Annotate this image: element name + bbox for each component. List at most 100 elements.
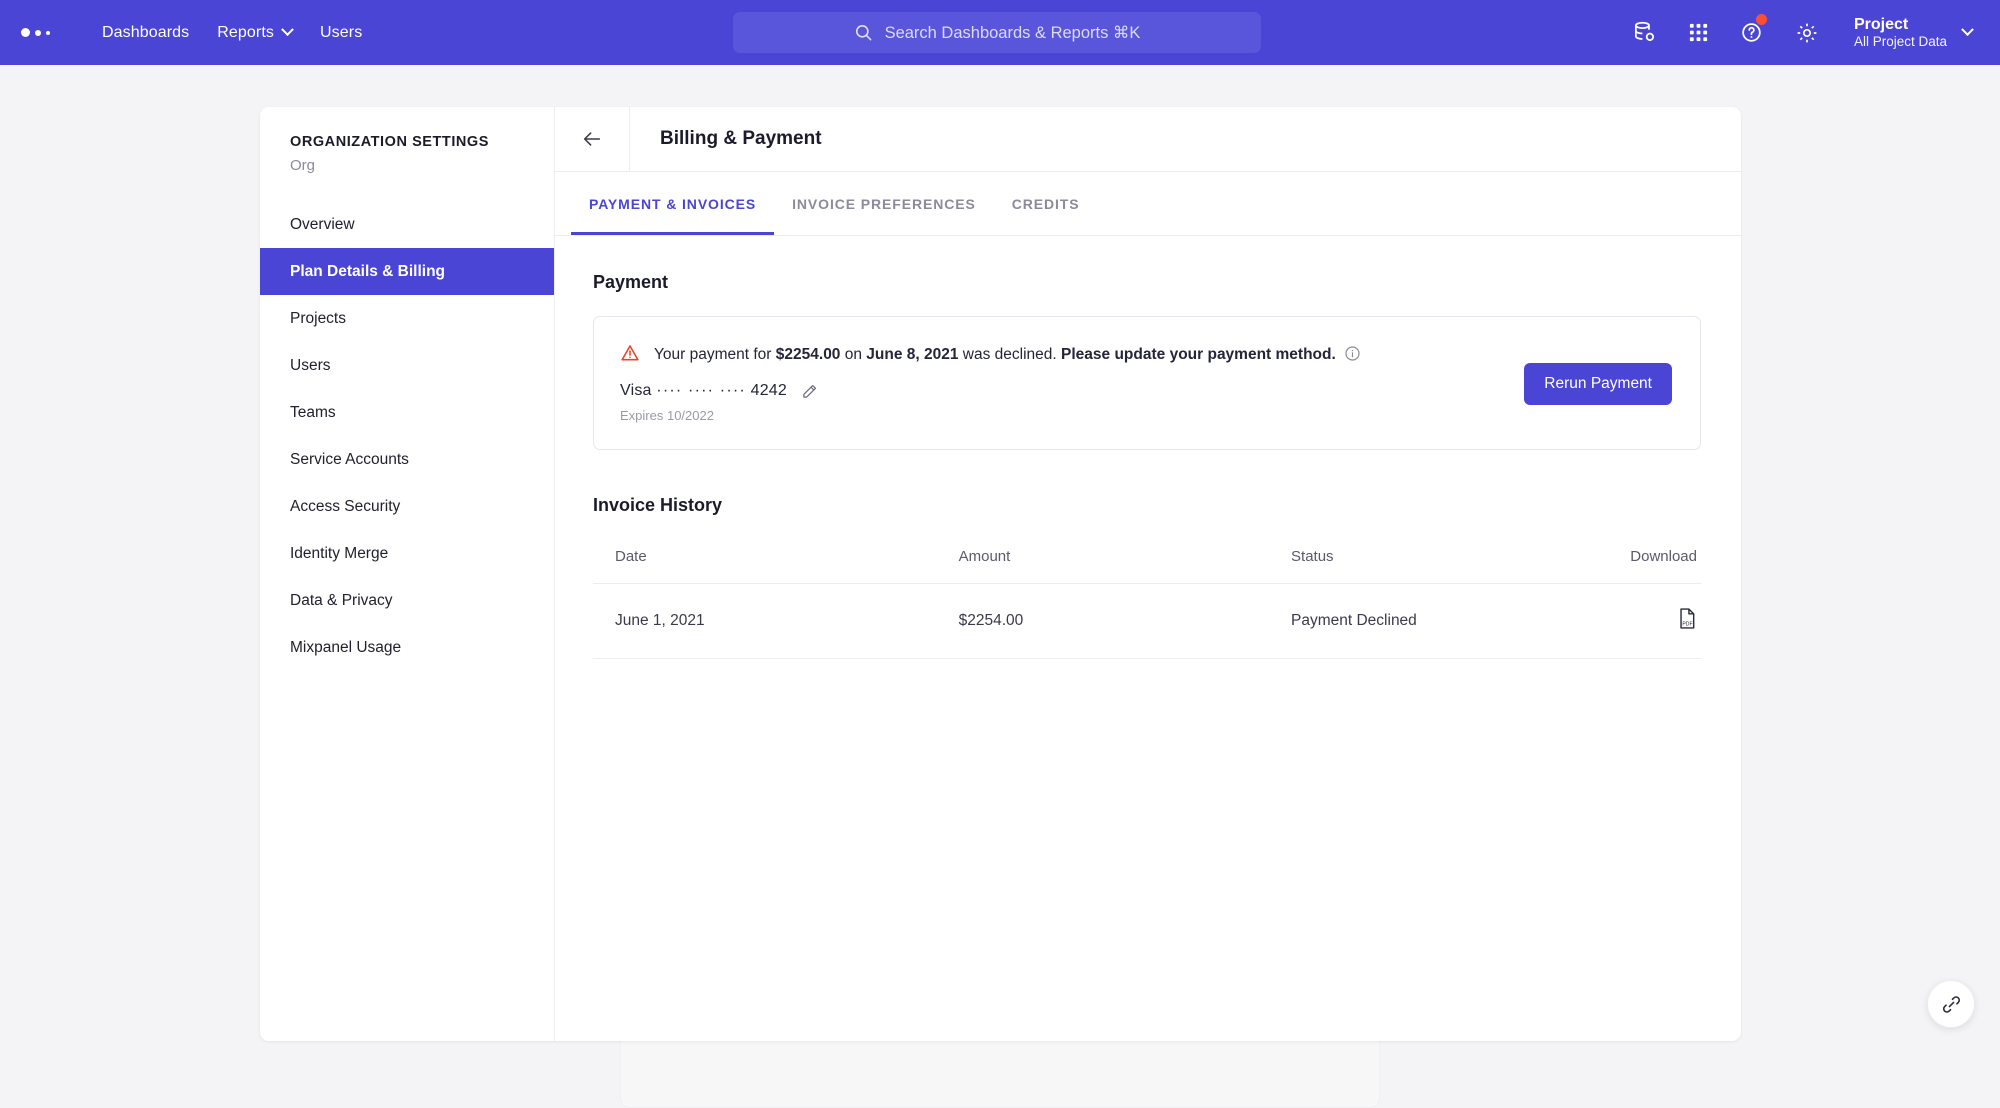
sidebar-item-overview[interactable]: Overview: [260, 201, 554, 248]
sidebar-item-access-security[interactable]: Access Security: [260, 483, 554, 530]
sidebar-item-mixpanel-usage[interactable]: Mixpanel Usage: [260, 624, 554, 671]
sidebar-item-label: Users: [290, 356, 331, 374]
sidebar-item-identity-merge[interactable]: Identity Merge: [260, 530, 554, 577]
card-brand: Visa: [620, 382, 652, 400]
nav-item-users[interactable]: Users: [306, 16, 376, 50]
sidebar-item-label: Mixpanel Usage: [290, 638, 402, 656]
saved-card-row: Visa ···· ···· ···· 4242: [620, 382, 1361, 400]
column-header-date: Date: [615, 548, 647, 566]
settings-sidebar: ORGANIZATION SETTINGS Org Overview Plan …: [260, 107, 555, 1041]
nav-item-label: Reports: [217, 23, 275, 41]
edit-payment-method-button[interactable]: [801, 383, 818, 400]
organization-settings-card: ORGANIZATION SETTINGS Org Overview Plan …: [260, 107, 1741, 1041]
sidebar-item-label: Overview: [290, 215, 355, 233]
sidebar-header: ORGANIZATION SETTINGS Org: [260, 134, 554, 174]
sidebar-item-projects[interactable]: Projects: [260, 295, 554, 342]
tab-credits[interactable]: CREDITS: [994, 172, 1098, 235]
tab-bar: PAYMENT & INVOICES INVOICE PREFERENCES C…: [555, 172, 1741, 236]
tab-payment-invoices[interactable]: PAYMENT & INVOICES: [571, 172, 775, 235]
alert-message: Your payment for $2254.00 on June 8, 202…: [654, 343, 1361, 366]
tab-invoice-preferences[interactable]: INVOICE PREFERENCES: [774, 172, 994, 235]
settings-main-panel: Billing & Payment PAYMENT & INVOICES INV…: [555, 107, 1741, 1041]
alert-mid: on: [840, 346, 867, 363]
sidebar-org-name: Org: [290, 157, 316, 174]
main-header: Billing & Payment: [555, 107, 1741, 172]
cell-status: Payment Declined: [1291, 583, 1591, 660]
sidebar-item-label: Access Security: [290, 497, 401, 515]
payment-card-left: Your payment for $2254.00 on June 8, 202…: [620, 343, 1361, 423]
tab-label: PAYMENT & INVOICES: [589, 195, 757, 212]
card-last4: 4242: [750, 382, 787, 400]
column-header-status: Status: [1291, 548, 1334, 566]
apps-grid-icon[interactable]: [1672, 0, 1726, 65]
sidebar-item-teams[interactable]: Teams: [260, 389, 554, 436]
rerun-payment-button[interactable]: Rerun Payment: [1524, 363, 1672, 405]
invoice-history-heading: Invoice History: [593, 495, 723, 516]
arrow-left-icon: [583, 132, 601, 146]
cell-amount: $2254.00: [958, 583, 1292, 660]
nav-item-label: Dashboards: [102, 23, 190, 41]
payment-method-card: Your payment for $2254.00 on June 8, 202…: [593, 316, 1701, 451]
payment-declined-alert: Your payment for $2254.00 on June 8, 202…: [620, 343, 1361, 366]
table-header-row: Date Amount Status Download: [593, 536, 1701, 584]
sidebar-item-users[interactable]: Users: [260, 342, 554, 389]
page-body: ORGANIZATION SETTINGS Org Overview Plan …: [0, 65, 2000, 1108]
nav-item-dashboards[interactable]: Dashboards: [88, 16, 203, 50]
alert-date: June 8, 2021: [866, 346, 959, 363]
database-settings-icon[interactable]: [1618, 0, 1672, 65]
project-name: Project: [1853, 15, 1909, 33]
global-search-box[interactable]: Search Dashboards & Reports ⌘K: [733, 12, 1261, 53]
primary-nav: Dashboards Reports Users: [88, 16, 376, 50]
alert-suffix: was declined.: [958, 346, 1062, 363]
card-mask: ···· ···· ····: [656, 382, 746, 400]
link-chain-icon: [1942, 995, 1960, 1013]
sidebar-item-service-accounts[interactable]: Service Accounts: [260, 436, 554, 483]
column-header-amount: Amount: [958, 548, 1011, 566]
sidebar-item-data-privacy[interactable]: Data & Privacy: [260, 577, 554, 624]
top-nav-actions: Project All Project Data: [1618, 0, 1982, 65]
pencil-icon: [803, 384, 817, 398]
cell-date: June 1, 2021: [593, 583, 959, 660]
column-header-download: Download: [1630, 548, 1697, 566]
sidebar-item-plan-details-billing[interactable]: Plan Details & Billing: [260, 248, 554, 295]
tab-label: INVOICE PREFERENCES: [792, 195, 976, 212]
cell-download: PDF: [1590, 583, 1701, 660]
project-selector[interactable]: Project All Project Data: [1834, 0, 1982, 65]
tab-label: CREDITS: [1011, 195, 1080, 212]
card-number: Visa ···· ···· ···· 4242: [620, 382, 787, 400]
chevron-down-icon: [281, 23, 294, 37]
sidebar-item-label: Identity Merge: [290, 544, 389, 562]
project-scope: All Project Data: [1853, 34, 1947, 50]
chevron-down-icon: [1961, 23, 1974, 37]
sidebar-item-label: Teams: [290, 403, 336, 421]
nav-item-reports[interactable]: Reports: [203, 16, 306, 50]
sidebar-item-label: Data & Privacy: [290, 591, 393, 609]
sidebar-item-label: Service Accounts: [290, 450, 409, 468]
payment-section-heading: Payment: [593, 272, 669, 292]
invoice-history-table: Date Amount Status Download June 1, 2021…: [593, 536, 1701, 660]
notification-badge: [1755, 14, 1767, 25]
top-navigation-bar: Dashboards Reports Users Search Dashboar…: [0, 0, 2000, 65]
sidebar-item-label: Plan Details & Billing: [290, 262, 446, 280]
download-invoice-button[interactable]: PDF: [1678, 608, 1697, 630]
logo-dot-small: [46, 30, 50, 35]
share-link-button[interactable]: [1927, 980, 1975, 1028]
sidebar-title: ORGANIZATION SETTINGS: [290, 134, 489, 150]
alert-amount: $2254.00: [775, 346, 841, 363]
back-button[interactable]: [555, 107, 630, 172]
nav-item-label: Users: [320, 23, 363, 41]
search-placeholder: Search Dashboards & Reports ⌘K: [884, 23, 1141, 42]
mixpanel-logo[interactable]: [21, 28, 67, 37]
help-circle-icon[interactable]: [1726, 0, 1780, 65]
page-title: Billing & Payment: [660, 128, 822, 149]
gear-icon[interactable]: [1780, 0, 1834, 65]
info-circle-icon[interactable]: [1344, 345, 1361, 362]
tab-content-payment-invoices: Payment Your payment for $2254.00 on Jun…: [555, 236, 1741, 1041]
logo-dot-medium: [35, 29, 41, 36]
alert-call-to-action: Please update your payment method.: [1061, 346, 1336, 363]
warning-triangle-icon: [621, 345, 639, 361]
search-icon: [855, 24, 871, 41]
pdf-label: PDF: [1682, 622, 1692, 628]
table-row: June 1, 2021 $2254.00 Payment Declined P…: [593, 583, 1701, 660]
card-expiry: Expires 10/2022: [620, 408, 714, 424]
